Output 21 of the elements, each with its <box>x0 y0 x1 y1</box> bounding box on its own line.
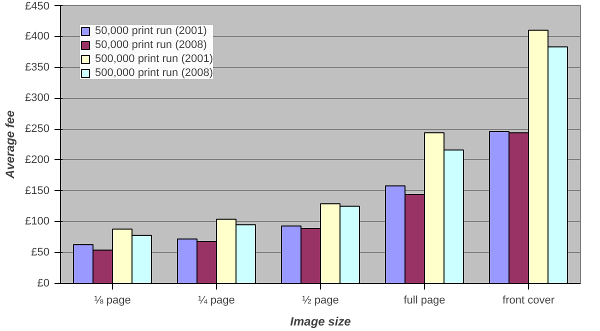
legend-label: 500,000 print run (2008) <box>95 67 214 79</box>
x-axis-title: Image size <box>290 314 352 328</box>
y-tick-label: £350 <box>25 61 50 74</box>
y-tick-label: £0 <box>37 278 50 290</box>
y-tick-label: £300 <box>25 92 50 104</box>
y-axis-title: Average fee <box>3 110 18 180</box>
x-tick-label: ¼ page <box>198 294 235 306</box>
y-tick-label: £150 <box>25 184 50 197</box>
x-tick-label: front cover <box>502 294 555 306</box>
y-tick-label: £200 <box>25 154 50 166</box>
legend-label: 50,000 print run (2008) <box>95 39 207 51</box>
y-tick-label: £250 <box>25 123 50 136</box>
y-tick-label: £450 <box>25 0 50 12</box>
y-tick-label: £50 <box>31 246 50 259</box>
x-tick-label: ⅛ page <box>94 294 131 306</box>
x-tick-label: ½ page <box>302 294 339 306</box>
y-tick-label: £400 <box>25 30 50 42</box>
legend-label: 500,000 print run (2001) <box>95 53 214 65</box>
y-tick-label: £100 <box>25 216 50 228</box>
legend-label: 50,000 print run (2001) <box>95 25 207 37</box>
x-tick-label: full page <box>404 294 446 306</box>
